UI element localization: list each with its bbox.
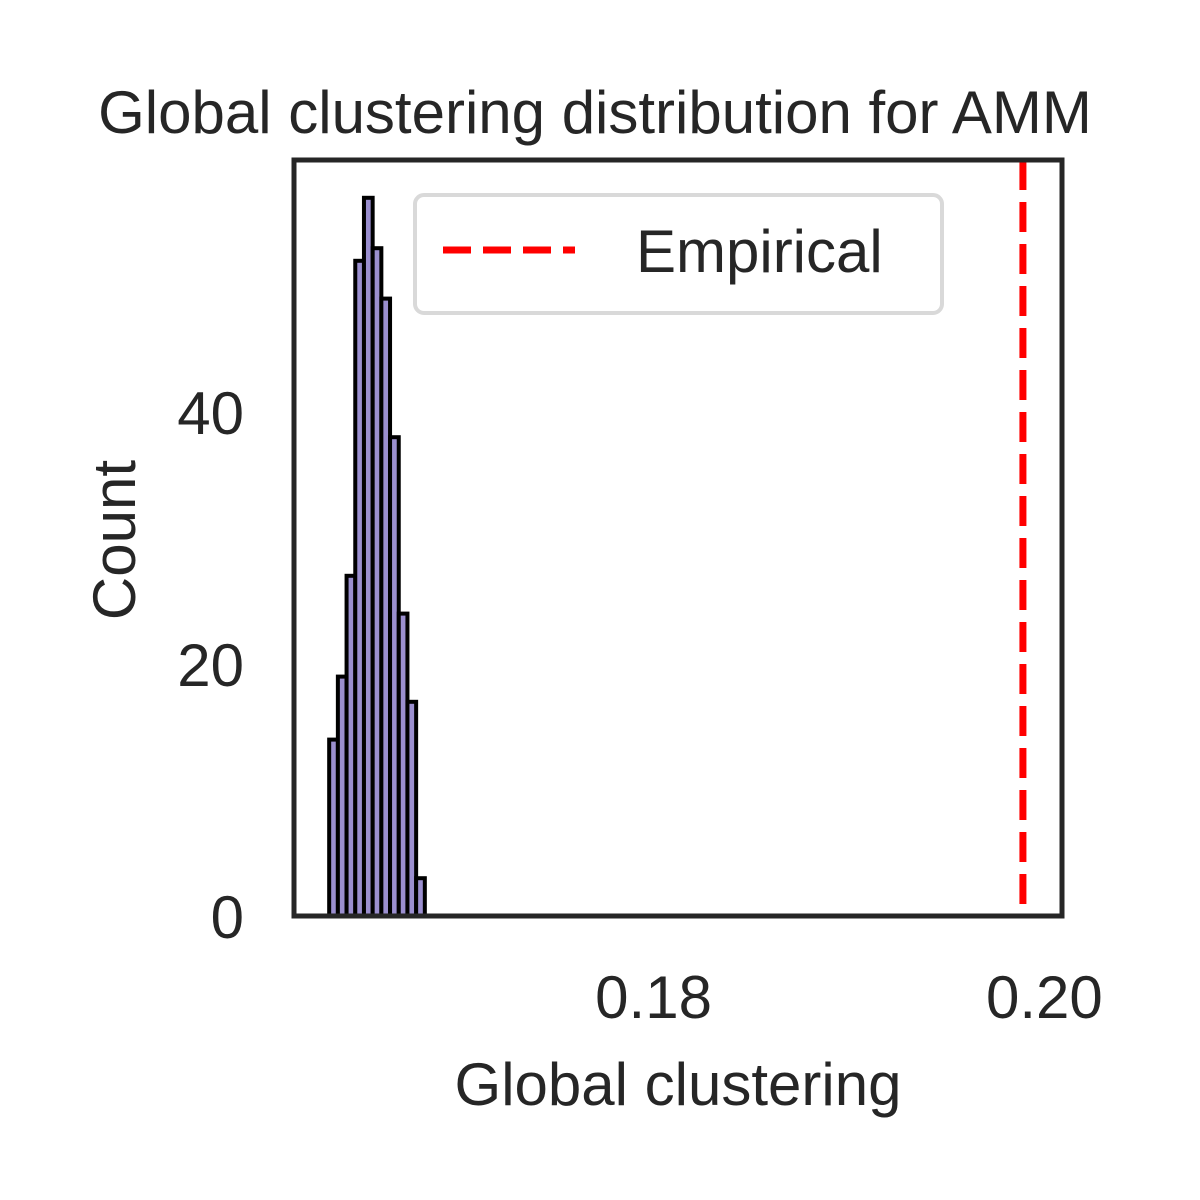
y-tick-label-40: 40 [177,380,244,447]
legend-box [413,193,944,315]
chart-title: Global clustering distribution for AMM [98,79,1092,146]
x-tick-labels: 0.18 0.20 [595,964,1103,1031]
y-tick-label-0: 0 [211,884,244,951]
x-axis-label: Global clustering [455,1051,902,1118]
legend: Empirical [413,193,944,315]
x-tick-label-0.20: 0.20 [986,964,1103,1031]
y-tick-label-20: 20 [177,632,244,699]
y-tick-labels: 0 20 40 [177,380,244,951]
y-axis-label: Count [81,460,148,620]
x-tick-label-0.18: 0.18 [595,964,712,1031]
histogram-bars [327,195,427,919]
histogram-bar-11 [414,876,427,919]
legend-entry-empirical: Empirical [636,218,883,285]
plot-frame [291,157,1065,919]
